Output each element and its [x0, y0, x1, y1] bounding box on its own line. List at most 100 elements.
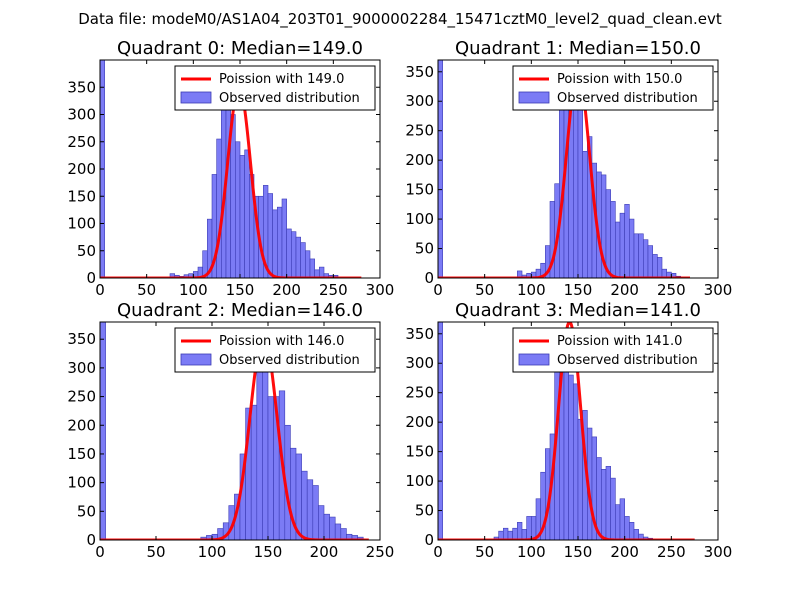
- x-tick-label: 250: [657, 543, 686, 561]
- y-tick-label: 150: [405, 443, 434, 461]
- histogram-bar: [573, 383, 579, 540]
- legend-label-observed: Observed distribution: [557, 353, 698, 368]
- histogram-bar: [568, 374, 574, 540]
- histogram-bar: [624, 204, 630, 278]
- x-tick-label: 200: [610, 543, 639, 561]
- x-tick-label: 250: [319, 281, 348, 299]
- histogram-bar: [652, 254, 658, 278]
- y-tick-label: 0: [86, 269, 96, 287]
- x-tick-label: 250: [366, 543, 395, 561]
- histogram-bar: [615, 504, 621, 540]
- histogram-bar: [643, 239, 649, 278]
- histogram-bar: [605, 189, 611, 278]
- histogram-bar: [319, 266, 325, 278]
- y-tick-label: 350: [405, 63, 434, 81]
- histogram-bar: [610, 477, 616, 540]
- suptitle: Data file: modeM0/AS1A04_203T01_90000022…: [78, 10, 722, 29]
- y-tick-label: 250: [67, 388, 96, 406]
- legend-label-poisson: Poission with 150.0: [557, 72, 682, 87]
- y-tick-label: 50: [415, 502, 434, 520]
- y-tick-label: 300: [405, 92, 434, 110]
- histogram-bar: [573, 106, 579, 278]
- histogram-bar: [277, 206, 283, 278]
- y-tick-label: 150: [67, 187, 96, 205]
- x-tick-label: 150: [564, 543, 593, 561]
- histogram-bar: [438, 322, 443, 540]
- y-tick-label: 100: [405, 210, 434, 228]
- histogram-bar: [610, 201, 616, 278]
- y-tick-label: 50: [77, 242, 96, 260]
- legend-bar-swatch: [180, 353, 212, 366]
- histogram-bar: [323, 513, 330, 540]
- y-tick-label: 350: [67, 78, 96, 96]
- legend: Poission with 146.0 Observed distribution: [174, 327, 376, 373]
- histogram-bar: [633, 529, 639, 540]
- histogram-bar: [517, 522, 523, 540]
- y-tick-label: 200: [405, 151, 434, 169]
- legend-label-poisson: Poission with 141.0: [557, 334, 682, 349]
- histogram-bar: [647, 245, 653, 278]
- histogram-bar: [100, 322, 106, 540]
- histogram-bar: [503, 527, 509, 540]
- histogram-bar: [601, 468, 607, 540]
- y-tick-label: 100: [67, 474, 96, 492]
- legend-label-observed: Observed distribution: [219, 353, 360, 368]
- panel-title: Quadrant 2: Median=146.0: [117, 300, 363, 321]
- histogram-bar: [267, 396, 274, 540]
- legend-label-observed: Observed distribution: [219, 91, 360, 106]
- y-tick-label: 250: [67, 133, 96, 151]
- histogram-bar: [657, 257, 663, 278]
- legend: Poission with 150.0 Observed distribution: [512, 65, 714, 111]
- histogram-bar: [334, 523, 342, 540]
- x-tick-label: 0: [433, 543, 443, 561]
- y-tick-label: 100: [67, 215, 96, 233]
- x-tick-label: 100: [198, 543, 227, 561]
- legend-label-observed: Observed distribution: [557, 91, 698, 106]
- histogram-bar: [526, 516, 532, 540]
- histogram-bar: [629, 218, 635, 278]
- histogram-bar: [340, 528, 347, 540]
- histogram-bar: [244, 149, 250, 278]
- histogram-bar: [300, 242, 306, 278]
- histogram-bar: [615, 221, 621, 278]
- y-tick-label: 150: [67, 445, 96, 463]
- poisson-curve: [100, 85, 362, 278]
- y-tick-label: 300: [67, 106, 96, 124]
- histogram-bar: [235, 141, 241, 278]
- histogram-bar: [272, 209, 278, 278]
- y-tick-label: 300: [405, 354, 434, 372]
- x-tick-label: 300: [366, 281, 395, 299]
- histogram-bar: [309, 258, 315, 278]
- poisson-curve: [438, 69, 690, 278]
- x-tick-label: 150: [226, 281, 255, 299]
- histogram-bar: [301, 470, 308, 540]
- y-tick-label: 0: [86, 531, 96, 549]
- plot-frame: [99, 321, 381, 541]
- histogram-bar: [577, 97, 583, 278]
- histogram-bar: [286, 228, 292, 278]
- histogram-bar: [619, 212, 625, 278]
- legend-label-poisson: Poission with 146.0: [219, 334, 344, 349]
- x-tick-label: 250: [657, 281, 686, 299]
- y-tick-label: 300: [67, 359, 96, 377]
- histogram-bar: [312, 485, 319, 540]
- y-tick-label: 150: [405, 181, 434, 199]
- y-tick-label: 350: [405, 325, 434, 343]
- histogram-bar: [582, 151, 588, 278]
- x-tick-label: 50: [475, 543, 494, 561]
- quadrant-1-panel: 0 50 100 150 200 250 300 0 50 100 150 200 250 300 350 Q…: [405, 38, 732, 299]
- x-tick-label: 0: [433, 281, 443, 299]
- y-tick-label: 0: [424, 531, 434, 549]
- legend-label-poisson: Poission with 149.0: [219, 72, 344, 87]
- histogram-bar: [438, 60, 443, 278]
- histogram-bar: [629, 522, 635, 540]
- x-tick-label: 50: [475, 281, 494, 299]
- y-tick-label: 50: [415, 240, 434, 258]
- histogram-bar: [295, 236, 301, 278]
- histogram-bar: [250, 404, 258, 540]
- y-tick-label: 350: [67, 330, 96, 348]
- x-tick-label: 0: [95, 543, 105, 561]
- panel-title: Quadrant 3: Median=141.0: [455, 300, 701, 321]
- histogram-bar: [512, 527, 518, 540]
